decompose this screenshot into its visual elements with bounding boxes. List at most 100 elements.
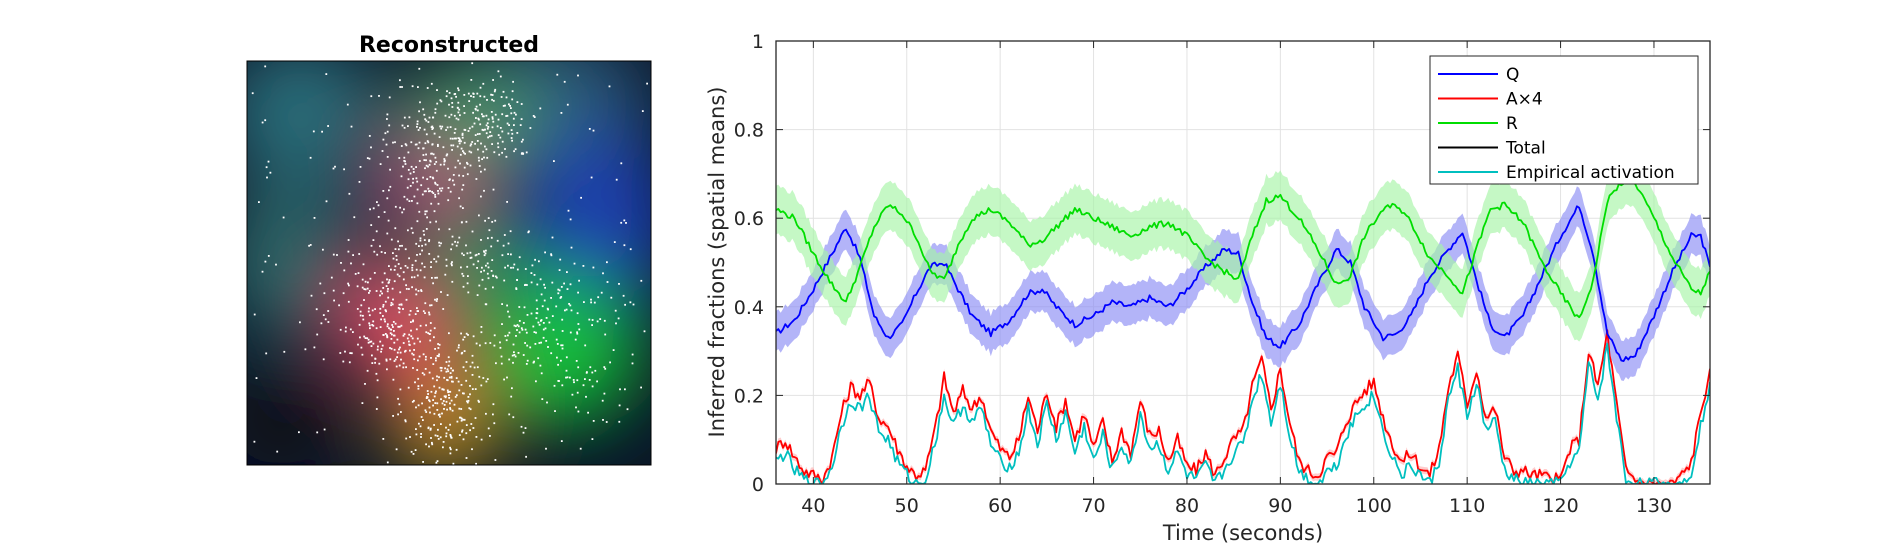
spike-dot [457, 89, 460, 92]
spike-dot [477, 253, 480, 255]
spike-dot [253, 313, 256, 316]
spike-dot [494, 88, 497, 91]
spike-dot [417, 377, 420, 380]
spike-dot [362, 314, 364, 317]
spike-dot [375, 230, 378, 233]
spike-dot [623, 244, 626, 247]
spike-dot [457, 118, 460, 121]
spike-dot [532, 361, 535, 364]
spike-dot [382, 287, 385, 289]
spike-dot [471, 230, 474, 233]
spike-dot [502, 244, 505, 247]
spike-dot [497, 146, 500, 149]
spike-dot [397, 307, 400, 309]
spike-dot [350, 125, 353, 128]
spike-dot [445, 435, 448, 438]
spike-dot [559, 297, 562, 299]
spike-dot [415, 293, 418, 296]
series-line [776, 178, 1710, 319]
spike-dot [399, 79, 401, 82]
spike-dot [379, 340, 382, 343]
spike-dot [465, 332, 468, 335]
y-axis-label: Inferred fractions (spatial means) [705, 87, 729, 438]
spike-dot [602, 419, 604, 421]
spike-dot [379, 294, 381, 297]
spike-dot [398, 307, 401, 310]
spike-dot [506, 122, 509, 125]
spike-dot [429, 329, 432, 332]
spike-dot [507, 242, 510, 245]
spike-dot [414, 381, 416, 384]
spike-dot [643, 330, 646, 333]
spike-dot [475, 462, 477, 465]
spike-dot [565, 356, 568, 359]
spike-dot [404, 160, 406, 163]
spike-dot [251, 92, 254, 95]
spike-dot [389, 328, 392, 331]
spike-dot [501, 254, 504, 257]
spike-dot [458, 142, 461, 145]
spike-dot [495, 362, 497, 365]
spike-dot [525, 363, 528, 365]
spike-dot [457, 137, 460, 139]
spike-dot [476, 92, 479, 95]
spike-dot [423, 190, 426, 193]
spike-dot [508, 103, 510, 106]
spike-dot [267, 255, 270, 257]
spike-dot [448, 103, 450, 106]
spike-dot [435, 359, 437, 362]
spike-dot [428, 163, 431, 166]
spike-dot [413, 349, 415, 351]
spike-dot [431, 128, 434, 130]
spike-dot [383, 318, 386, 321]
spike-dot [464, 152, 466, 155]
spike-dot [458, 174, 460, 177]
spike-dot [511, 139, 513, 142]
spike-dot [449, 190, 452, 193]
spike-dot [513, 150, 515, 153]
spike-dot [479, 103, 481, 106]
spike-dot [391, 303, 394, 306]
spike-dot [416, 337, 419, 340]
spike-dot [480, 438, 483, 441]
spike-dot [484, 287, 487, 290]
spike-dot [383, 272, 386, 275]
spike-dot [399, 346, 401, 349]
spike-dot [458, 344, 460, 347]
spike-dot [368, 324, 371, 327]
spike-dot [411, 352, 414, 355]
spike-dot [342, 360, 345, 363]
spike-dot [387, 288, 389, 290]
spike-dot [465, 361, 468, 363]
spike-dot [485, 264, 487, 267]
spike-dot [506, 201, 508, 203]
spike-dot [482, 82, 485, 85]
spike-dot [368, 157, 371, 160]
spike-dot [416, 254, 418, 256]
spike-dot [520, 118, 523, 120]
spike-dot [440, 367, 443, 369]
spike-dot [450, 367, 452, 370]
spike-dot [406, 266, 409, 269]
spike-dot [389, 358, 392, 361]
reconstructed-panel: Reconstructed [246, 33, 652, 466]
spike-dot [629, 301, 632, 304]
spike-dot [316, 431, 319, 434]
spike-dot [475, 436, 478, 438]
spike-dot [455, 377, 458, 379]
spike-dot [463, 166, 466, 169]
spike-dot [487, 118, 490, 121]
spike-dot [425, 331, 428, 334]
spike-dot [431, 277, 433, 279]
spike-dot [631, 353, 634, 356]
spike-dot [492, 120, 495, 123]
spike-dot [443, 404, 446, 406]
spike-dot [432, 399, 434, 401]
spike-dot [426, 87, 429, 89]
spike-dot [582, 265, 585, 267]
spike-dot [525, 455, 527, 458]
spike-dot [399, 86, 402, 88]
spike-dot [449, 390, 452, 393]
plot-frame [775, 40, 1711, 485]
spike-dot [597, 296, 600, 299]
